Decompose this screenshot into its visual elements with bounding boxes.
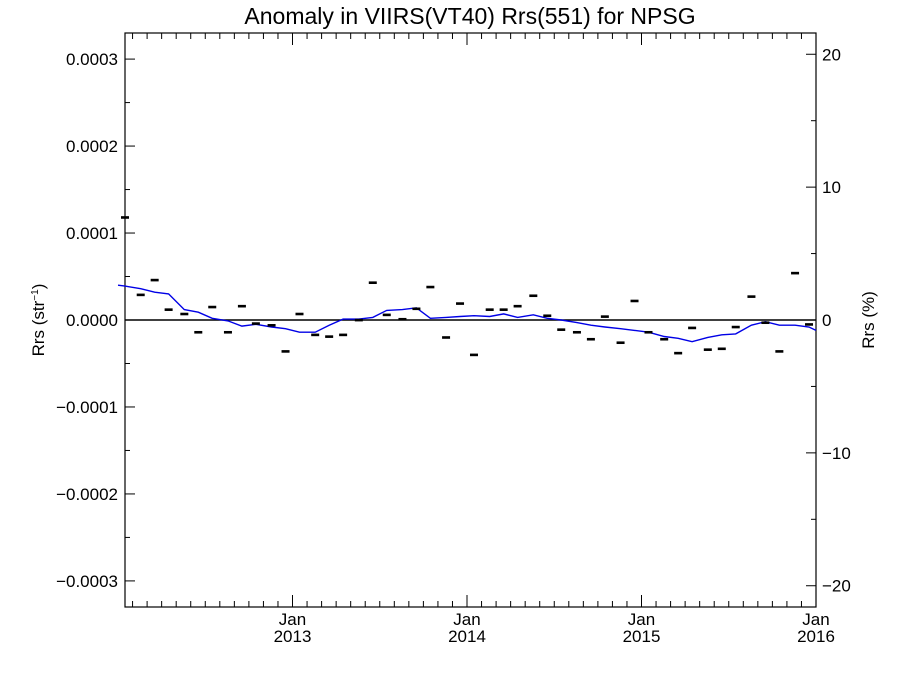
anomaly-marker	[731, 325, 740, 329]
anomaly-marker	[485, 308, 494, 311]
anomaly-marker	[237, 304, 246, 308]
anomaly-marker	[412, 307, 421, 311]
x-tick-year-label: 2014	[448, 627, 486, 646]
left-tick-label: 0.0003	[66, 50, 118, 69]
anomaly-marker	[630, 299, 639, 303]
right-axis: 20 10 0 −10 −20	[806, 45, 851, 596]
right-tick-label: 20	[822, 45, 841, 64]
x-tick-month-label: Jan	[453, 610, 480, 629]
smoothed-anomaly-series	[117, 284, 817, 343]
left-axis: 0.0003 0.0002 0.0001 0.0000 −0.0001 −0.0002 −0…	[56, 50, 135, 591]
anomaly-marker	[499, 308, 508, 311]
right-tick-label: 10	[822, 178, 841, 197]
anomaly-marker	[426, 285, 435, 289]
anomaly-marker	[180, 312, 189, 316]
anomaly-marker	[572, 330, 581, 334]
anomaly-marker	[616, 341, 625, 345]
left-tick-label: 0.0000	[66, 311, 118, 330]
anomaly-marker	[513, 304, 522, 308]
anomaly-marker	[339, 333, 348, 337]
smoothed-anomaly-line	[117, 284, 817, 343]
anomaly-marker	[136, 293, 145, 297]
anomaly-marker	[267, 324, 276, 327]
left-tick-label: −0.0002	[56, 485, 118, 504]
anomaly-marker	[194, 330, 203, 334]
right-tick-label: −20	[822, 577, 851, 596]
anomaly-marker	[382, 313, 391, 317]
x-tick-month-label: Jan	[628, 610, 655, 629]
anomaly-marker	[688, 326, 697, 330]
anomaly-marker	[600, 315, 609, 318]
anomaly-marker	[121, 216, 129, 219]
anomaly-marker	[644, 330, 653, 334]
anomaly-marker	[295, 312, 304, 316]
monthly-anomaly-series	[121, 216, 814, 357]
anomaly-marker	[223, 330, 232, 334]
anomaly-marker	[469, 353, 478, 357]
anomaly-marker	[660, 337, 669, 341]
anomaly-marker	[150, 278, 159, 282]
chart-title: Anomaly in VIIRS(VT40) Rrs(551) for NPSG	[244, 3, 695, 29]
anomaly-marker	[805, 323, 814, 326]
left-tick-label: 0.0001	[66, 224, 118, 243]
anomaly-marker	[557, 328, 566, 331]
anomaly-marker	[456, 302, 465, 305]
anomaly-marker	[529, 294, 538, 298]
anomaly-marker	[164, 308, 173, 311]
left-tick-label: −0.0003	[56, 572, 118, 591]
anomaly-marker	[747, 295, 756, 298]
anomaly-marker	[442, 336, 451, 339]
anomaly-marker	[325, 335, 334, 338]
anomaly-marker	[586, 337, 595, 341]
anomaly-marker	[717, 347, 726, 351]
x-tick-month-label: Jan	[802, 610, 829, 629]
anomaly-marker	[703, 348, 712, 351]
x-tick-year-label: 2013	[274, 627, 312, 646]
x-tick-year-label: 2016	[797, 627, 835, 646]
right-tick-label: 0	[822, 311, 831, 330]
anomaly-marker	[543, 314, 552, 318]
anomaly-marker	[208, 305, 217, 309]
anomaly-marker	[311, 333, 320, 337]
anomaly-marker	[791, 271, 800, 275]
right-axis-label: Rrs (%)	[859, 291, 878, 349]
right-tick-label: −10	[822, 444, 851, 463]
left-axis-label: Rrs (str−1)	[29, 284, 48, 357]
anomaly-marker	[398, 317, 407, 321]
anomaly-marker	[775, 350, 784, 353]
anomaly-marker	[281, 350, 290, 353]
left-tick-label: 0.0002	[66, 137, 118, 156]
anomaly-marker	[674, 351, 683, 355]
x-tick-month-label: Jan	[279, 610, 306, 629]
anomaly-marker	[251, 322, 260, 325]
anomaly-marker	[354, 318, 363, 322]
left-tick-label: −0.0001	[56, 398, 118, 417]
x-tick-year-label: 2015	[623, 627, 661, 646]
anomaly-marker	[761, 321, 770, 325]
anomaly-marker	[368, 281, 377, 285]
